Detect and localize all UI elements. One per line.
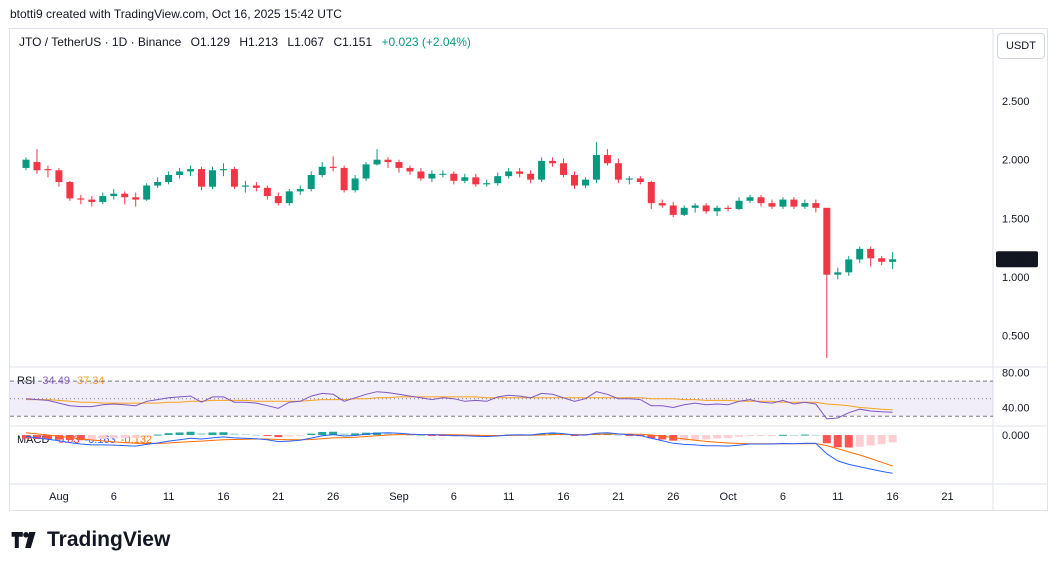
brand-name: TradingView — [47, 528, 171, 551]
tradingview-logo[interactable]: TradingView — [11, 528, 170, 552]
macd-legend: MACD -0.03 -0.163 -0.132 — [17, 434, 152, 446]
currency-button[interactable]: USDT — [997, 33, 1045, 59]
rsi-ma-value: 37.34 — [77, 375, 105, 387]
rsi-title[interactable]: RSI — [17, 375, 36, 387]
macd-hist-value: -0.03 — [54, 434, 80, 446]
rsi-value: 34.49 — [42, 375, 70, 387]
macd-title[interactable]: MACD — [17, 434, 50, 446]
macd-value: -0.163 — [84, 434, 116, 446]
attribution-header: btotti9 created with TradingView.com, Oc… — [10, 7, 342, 21]
symbol-title[interactable]: JTO / TetherUS · 1D · Binance — [19, 35, 182, 49]
chart-frame — [9, 28, 1048, 511]
low-value: L1.067 — [287, 35, 325, 49]
open-value: O1.129 — [190, 35, 231, 49]
close-value: C1.151 — [333, 35, 373, 49]
change-value: +0.023 (+2.04%) — [381, 35, 471, 49]
symbol-legend: JTO / TetherUS · 1D · Binance O1.129 H1.… — [19, 35, 477, 49]
tradingview-logo-icon — [11, 532, 36, 548]
rsi-legend: RSI 34.49 37.34 — [17, 375, 105, 387]
macd-signal-value: -0.132 — [120, 434, 153, 446]
high-value: H1.213 — [239, 35, 279, 49]
